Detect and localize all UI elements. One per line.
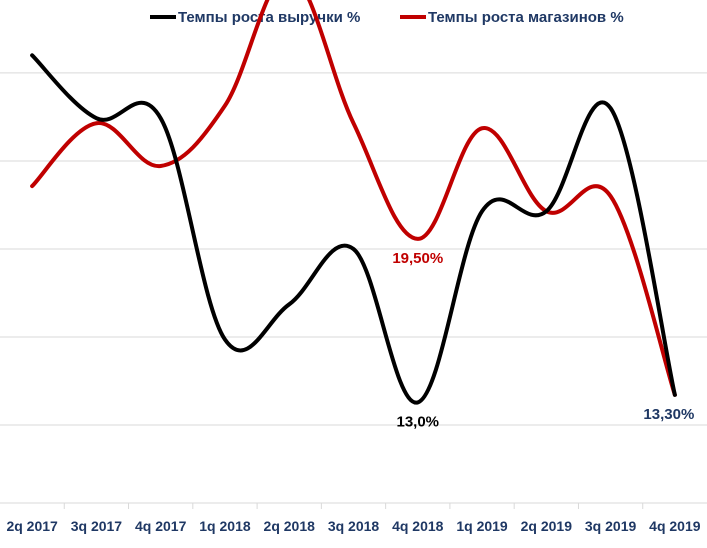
x-tick-label: 1q 2019	[456, 518, 508, 534]
series-layer	[30, 0, 677, 405]
data-label: 13,30%	[643, 406, 694, 423]
legend-label-stores: Темпы роста магазинов %	[428, 9, 624, 26]
x-tick-label: 4q 2019	[649, 518, 701, 534]
x-tick-label: 4q 2018	[392, 518, 444, 534]
x-tick-label: 1q 2018	[199, 518, 251, 534]
series-line-stores	[30, 0, 677, 397]
data-label: 13,0%	[396, 413, 439, 430]
x-tick-label: 2q 2019	[521, 518, 573, 534]
x-tick-label: 2q 2017	[6, 518, 58, 534]
x-axis-ticks: 2q 2017 3q 2017 4q 2017 1q 2018 2q 2018 3q 20…	[6, 518, 700, 534]
data-label: 19,50%	[392, 250, 443, 267]
x-tick-label: 2q 2018	[264, 518, 316, 534]
x-tick-label: 3q 2018	[328, 518, 380, 534]
series-line-revenue	[30, 53, 677, 405]
gridlines	[0, 72, 707, 509]
x-tick-label: 4q 2017	[135, 518, 187, 534]
x-tick-label: 3q 2017	[71, 518, 123, 534]
legend: Темпы роста выручки % Темпы роста магази…	[150, 9, 624, 26]
data-labels: 13,0% 19,50% 13,30%	[392, 250, 694, 430]
x-tick-label: 3q 2019	[585, 518, 637, 534]
legend-label-revenue: Темпы роста выручки %	[178, 9, 360, 26]
